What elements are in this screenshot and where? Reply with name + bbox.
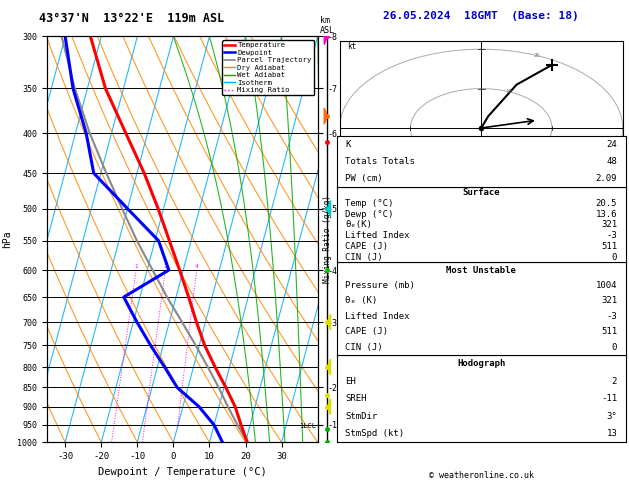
Text: 10: 10 — [506, 89, 512, 94]
Text: 24: 24 — [606, 140, 617, 149]
Text: 20: 20 — [533, 53, 540, 58]
Text: -11: -11 — [601, 394, 617, 403]
Legend: Temperature, Dewpoint, Parcel Trajectory, Dry Adiabat, Wet Adiabat, Isotherm, Mi: Temperature, Dewpoint, Parcel Trajectory… — [222, 40, 314, 95]
Text: Lifted Index: Lifted Index — [345, 312, 409, 321]
Text: Surface: Surface — [462, 188, 500, 197]
Text: 1LCL: 1LCL — [299, 423, 316, 429]
Text: 4: 4 — [195, 264, 199, 269]
Polygon shape — [328, 359, 331, 375]
Polygon shape — [328, 399, 331, 415]
Text: Temp (°C): Temp (°C) — [345, 199, 394, 208]
Polygon shape — [325, 108, 328, 124]
Text: Mixing Ratio (g/kg): Mixing Ratio (g/kg) — [323, 195, 332, 283]
Text: CAPE (J): CAPE (J) — [345, 242, 388, 251]
Text: Totals Totals: Totals Totals — [345, 157, 415, 166]
Text: CIN (J): CIN (J) — [345, 253, 383, 261]
Text: 511: 511 — [601, 242, 617, 251]
Text: SREH: SREH — [345, 394, 367, 403]
Y-axis label: hPa: hPa — [2, 230, 12, 248]
Polygon shape — [325, 28, 328, 45]
Text: 43°37'N  13°22'E  119m ASL: 43°37'N 13°22'E 119m ASL — [40, 12, 225, 25]
Text: 0: 0 — [612, 253, 617, 261]
Text: -3: -3 — [606, 312, 617, 321]
Text: 321: 321 — [601, 220, 617, 229]
Text: CIN (J): CIN (J) — [345, 343, 383, 351]
Text: EH: EH — [345, 377, 356, 385]
Text: Lifted Index: Lifted Index — [345, 231, 409, 240]
Text: Hodograph: Hodograph — [457, 359, 505, 368]
Text: 321: 321 — [601, 296, 617, 305]
Text: km
ASL: km ASL — [320, 16, 335, 35]
Text: PW (cm): PW (cm) — [345, 174, 383, 183]
Text: 26.05.2024  18GMT  (Base: 18): 26.05.2024 18GMT (Base: 18) — [383, 11, 579, 21]
Text: 3°: 3° — [606, 412, 617, 420]
Text: StmSpd (kt): StmSpd (kt) — [345, 429, 404, 438]
Text: 2.09: 2.09 — [596, 174, 617, 183]
Text: © weatheronline.co.uk: © weatheronline.co.uk — [429, 471, 533, 480]
Text: 1: 1 — [134, 264, 138, 269]
Text: Dewp (°C): Dewp (°C) — [345, 209, 394, 219]
Text: StmDir: StmDir — [345, 412, 377, 420]
Text: 2: 2 — [164, 264, 167, 269]
Text: 48: 48 — [606, 157, 617, 166]
Text: Most Unstable: Most Unstable — [446, 266, 516, 275]
Text: 1004: 1004 — [596, 281, 617, 290]
Text: Pressure (mb): Pressure (mb) — [345, 281, 415, 290]
Text: θₑ (K): θₑ (K) — [345, 296, 377, 305]
Text: -3: -3 — [606, 231, 617, 240]
Polygon shape — [328, 201, 331, 217]
Text: CAPE (J): CAPE (J) — [345, 327, 388, 336]
Text: 13.6: 13.6 — [596, 209, 617, 219]
Text: K: K — [345, 140, 350, 149]
Text: 0: 0 — [612, 343, 617, 351]
X-axis label: Dewpoint / Temperature (°C): Dewpoint / Temperature (°C) — [98, 467, 267, 477]
Text: kt: kt — [347, 42, 356, 51]
Text: 2: 2 — [612, 377, 617, 385]
Text: 511: 511 — [601, 327, 617, 336]
Text: θₑ(K): θₑ(K) — [345, 220, 372, 229]
Text: 13: 13 — [606, 429, 617, 438]
Text: 20.5: 20.5 — [596, 199, 617, 208]
Polygon shape — [328, 314, 331, 330]
